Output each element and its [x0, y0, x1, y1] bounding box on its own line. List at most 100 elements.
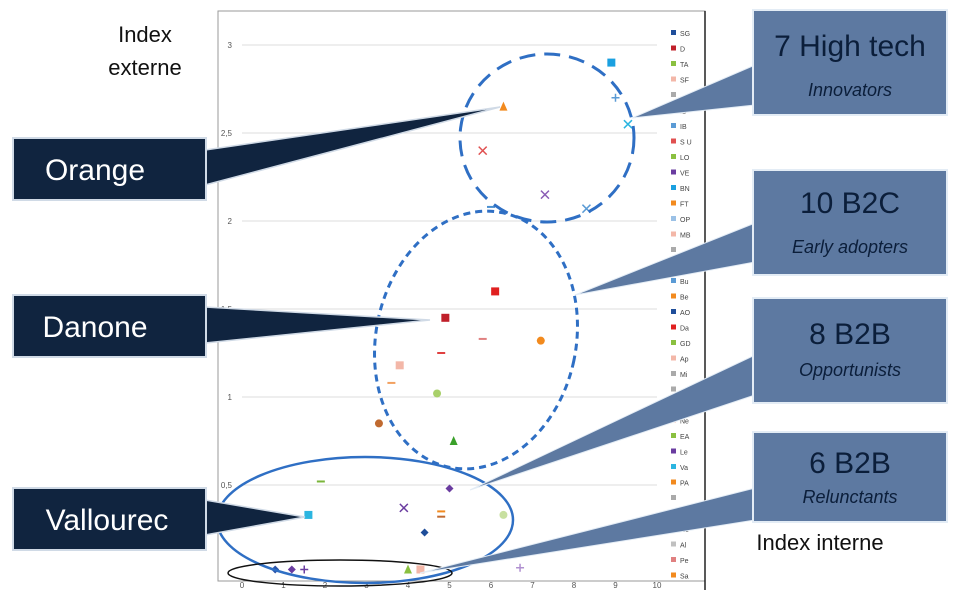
x-tick-label: 0	[240, 581, 245, 590]
x-tick-label: 9	[613, 581, 618, 590]
legend-entry: Sa	[680, 574, 689, 581]
data-points	[271, 58, 633, 574]
callout-b2b-relunctants: 6 B2B Relunctants	[752, 431, 948, 523]
callout-b2c-subtitle: Early adopters	[792, 237, 908, 257]
legend-entry: FT	[680, 202, 689, 209]
legend-entry: OP	[680, 217, 690, 224]
legend-marker	[671, 92, 676, 97]
x-tick-label: 10	[653, 581, 662, 590]
legend-marker	[671, 45, 676, 51]
x-tick-label: 1	[281, 581, 286, 590]
data-point	[540, 190, 550, 200]
data-point	[607, 58, 616, 67]
callout-b2b-opportunists-title: 8 B2B	[809, 318, 891, 351]
legend-entry: AO	[680, 310, 691, 317]
legend-entry: IB	[680, 124, 687, 131]
legend-marker	[671, 572, 676, 578]
data-point	[445, 484, 454, 493]
legend-marker	[671, 216, 676, 221]
y-tick-label: 0,5	[221, 481, 233, 490]
legend-marker	[671, 76, 676, 82]
label-orange: Orange	[12, 137, 207, 201]
legend-entry: S U	[680, 140, 692, 147]
legend-marker	[671, 324, 676, 330]
plot-area	[217, 10, 706, 582]
label-vallourec-text: Vallourec	[46, 504, 169, 537]
data-point	[536, 336, 545, 345]
y-tick-label: 1	[228, 393, 233, 402]
cluster-ellipse-high-tech	[458, 52, 636, 224]
legend-marker	[671, 355, 676, 361]
y-axis-label-line2: externe	[108, 55, 181, 80]
legend-marker	[671, 278, 676, 283]
legend: SGDTASFIBIBS ULOVEBNFTOPMBBuBeAODaGDApMi…	[671, 30, 692, 581]
label-danone-text: Danone	[42, 311, 147, 344]
data-point	[623, 119, 633, 129]
data-point	[395, 361, 404, 370]
x-tick-label: 5	[447, 581, 452, 590]
legend-marker	[671, 247, 676, 252]
legend-marker	[671, 371, 676, 376]
callout-high-tech-subtitle: Innovators	[808, 80, 892, 100]
legend-marker	[671, 231, 676, 237]
data-point	[404, 564, 412, 574]
legend-marker	[671, 464, 676, 469]
data-point	[516, 563, 525, 572]
legend-entry: Le	[680, 450, 688, 457]
legend-entry: VE	[680, 171, 690, 178]
legend-entry: SG	[680, 31, 690, 38]
data-point	[499, 101, 508, 111]
legend-entry: Be	[680, 295, 689, 302]
x-tick-label: 7	[530, 581, 535, 590]
y-axis-label-line1: Index	[118, 22, 172, 47]
legend-entry: Ap	[680, 357, 689, 364]
legend-marker	[671, 30, 676, 35]
data-point	[287, 565, 296, 574]
legend-marker	[671, 433, 676, 438]
legend-marker	[671, 123, 676, 128]
legend-marker	[671, 309, 676, 314]
legend-entry: LO	[680, 155, 690, 162]
data-point	[420, 528, 429, 537]
legend-marker	[671, 293, 676, 299]
y-tick-label: 2	[228, 217, 233, 226]
legend-entry: TA	[680, 62, 689, 69]
gridlines	[242, 44, 657, 486]
cluster-ellipse-b2b-relunctants	[227, 559, 453, 587]
callout-b2c: 10 B2C Early adopters	[752, 169, 948, 276]
legend-marker	[671, 169, 676, 175]
legend-marker	[671, 557, 676, 562]
legend-marker	[671, 185, 676, 190]
x-tick-label: 8	[572, 581, 577, 590]
legend-marker	[671, 200, 676, 206]
callout-high-tech: 7 High tech Innovators	[752, 9, 948, 116]
legend-entry: Pe	[680, 558, 689, 565]
label-vallourec: Vallourec	[12, 487, 207, 551]
legend-entry: Bu	[680, 279, 689, 286]
x-tick-label: 4	[406, 581, 411, 590]
x-tick-label: 6	[489, 581, 494, 590]
data-point	[491, 287, 500, 296]
data-point	[611, 93, 620, 102]
data-point	[416, 565, 425, 574]
callout-high-tech-title: 7 High tech	[774, 30, 926, 63]
legend-marker	[671, 154, 676, 159]
y-tick-label: 2,5	[221, 129, 233, 138]
data-point	[441, 313, 450, 322]
legend-entry: MB	[680, 233, 691, 240]
legend-marker	[671, 448, 676, 454]
legend-entry: Ne	[680, 419, 689, 426]
callout-b2c-title: 10 B2C	[800, 187, 900, 220]
callout-b2b-relunctants-subtitle: Relunctants	[802, 487, 897, 507]
legend-entry: GD	[680, 341, 691, 348]
data-point	[499, 510, 508, 519]
legend-entry: D	[680, 47, 685, 54]
legend-marker	[671, 340, 676, 345]
legend-marker	[671, 479, 676, 485]
legend-entry: EA	[680, 434, 690, 441]
data-point	[399, 503, 409, 513]
data-point	[304, 510, 313, 519]
legend-entry: Va	[680, 465, 688, 472]
